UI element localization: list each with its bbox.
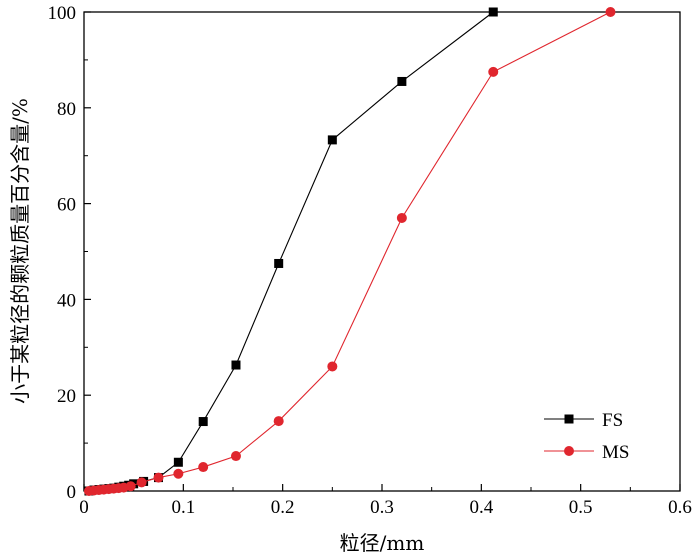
legend-label: MS [602, 442, 629, 463]
data-point [231, 360, 241, 370]
data-point [327, 361, 338, 372]
axis-ticks: 0 0.1 0.2 0.3 0.4 0.5 0.6 0 20 40 60 80 100 [48, 3, 692, 518]
x-tick-label: 0.4 [469, 497, 493, 518]
data-point [273, 416, 284, 427]
y-tick-label: 0 [67, 482, 77, 503]
legend-label: FS [602, 410, 623, 431]
series-ms [83, 7, 616, 496]
data-point [488, 7, 498, 17]
data-point [153, 472, 164, 483]
data-point [230, 451, 241, 462]
data-point [173, 457, 183, 467]
x-tick-label: 0.2 [271, 497, 295, 518]
data-point [125, 481, 136, 492]
data-point [396, 212, 407, 223]
series-line [88, 11, 611, 492]
legend-item: MS [544, 442, 629, 463]
data-point [327, 135, 337, 145]
y-tick-label: 100 [48, 3, 77, 24]
x-tick-label: 0.5 [569, 497, 593, 518]
data-point [136, 477, 147, 488]
y-tick-label: 20 [57, 386, 76, 407]
data-point [488, 66, 499, 77]
y-tick-label: 80 [57, 99, 76, 120]
data-point [397, 76, 407, 86]
data-point [274, 258, 284, 268]
y-axis-title: 小于某粒径的颗粒质量百分含量/% [8, 98, 32, 404]
legend: FS MS [544, 410, 629, 463]
x-tick-label: 0.3 [370, 497, 394, 518]
data-point [605, 7, 616, 17]
data-point [198, 462, 209, 473]
x-axis-title: 粒径/mm [340, 531, 425, 555]
series-line [88, 11, 494, 492]
x-tick-label: 0 [79, 497, 89, 518]
series-layer [83, 7, 616, 496]
data-point [173, 468, 184, 479]
x-tick-label: 0.6 [668, 497, 692, 518]
series-fs [84, 7, 498, 496]
data-point [198, 417, 208, 427]
legend-item: FS [544, 410, 623, 431]
legend-marker [564, 446, 574, 456]
legend-marker [564, 414, 574, 424]
y-tick-label: 60 [57, 195, 76, 216]
x-tick-label: 0.1 [171, 497, 195, 518]
y-tick-label: 40 [57, 290, 76, 311]
